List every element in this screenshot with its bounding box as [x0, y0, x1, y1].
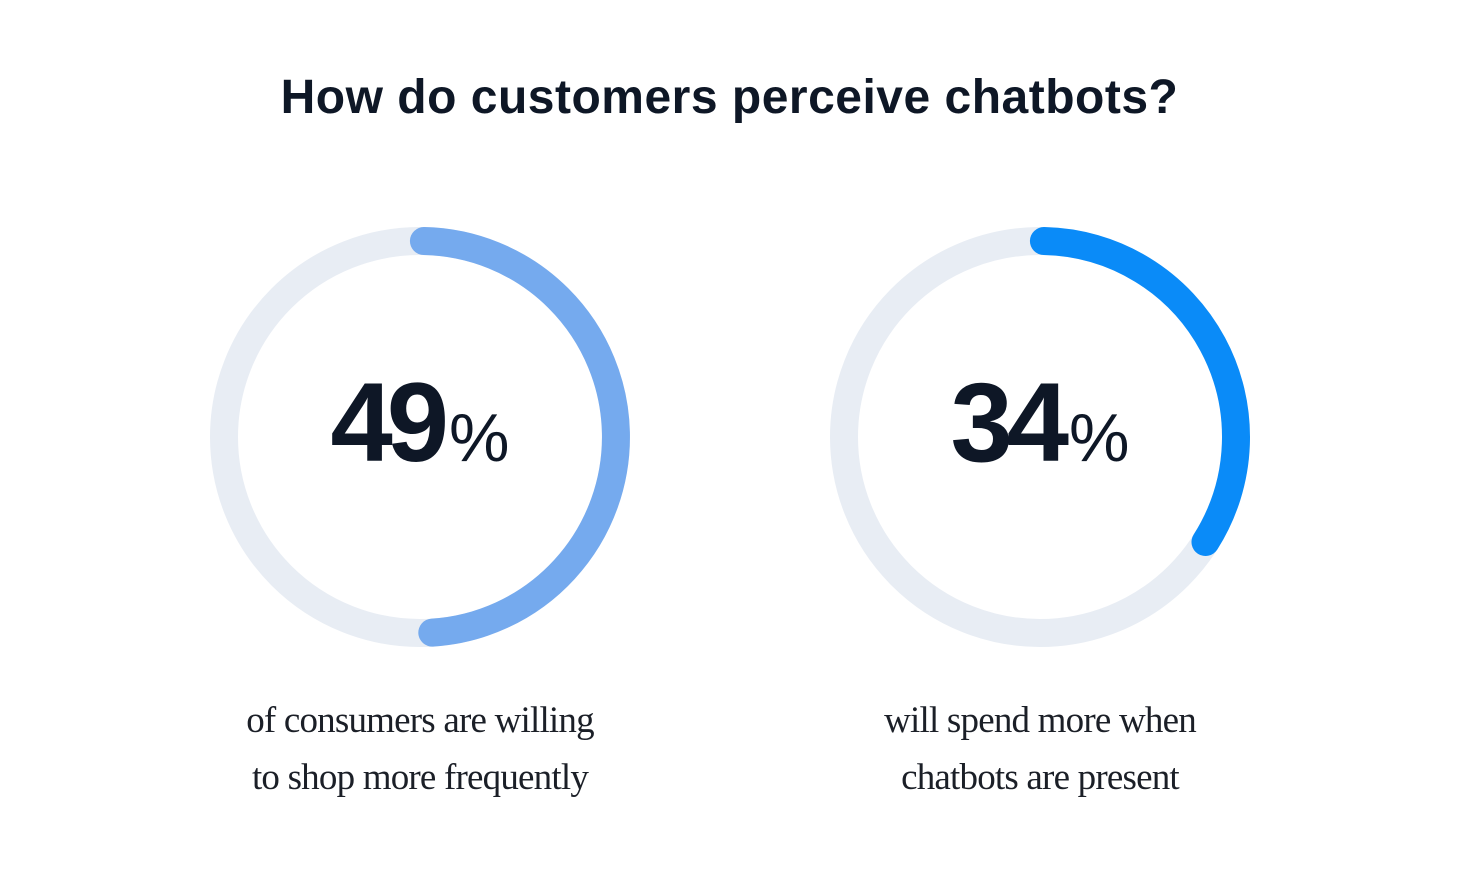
stat-caption-line: chatbots are present — [901, 757, 1180, 798]
stat-number: 49 — [330, 360, 449, 485]
stat-caption-line: will spend more when — [884, 700, 1197, 741]
stat-value: 34% — [820, 367, 1260, 512]
stat-card-spend-more: 34% will spend more when chatbots are pr… — [820, 220, 1260, 820]
stat-caption-line: to shop more frequently — [251, 757, 589, 798]
page-title: How do customers perceive chatbots? — [280, 71, 1179, 124]
stat-caption: will spend more when chatbots are presen… — [790, 692, 1290, 806]
donut-chart — [210, 227, 630, 647]
stat-value: 49% — [200, 367, 640, 512]
stat-card-shop-more: 49% of consumers are willing to shop mor… — [200, 220, 640, 820]
stat-number: 34 — [950, 360, 1069, 485]
donut-arc — [409, 227, 630, 647]
stat-unit: % — [449, 400, 510, 476]
donut-chart — [830, 227, 1250, 647]
stat-caption-line: of consumers are willing — [246, 700, 594, 741]
stat-unit: % — [1069, 400, 1130, 476]
stat-caption: of consumers are willing to shop more fr… — [170, 692, 670, 806]
donut-arc — [1029, 227, 1250, 557]
